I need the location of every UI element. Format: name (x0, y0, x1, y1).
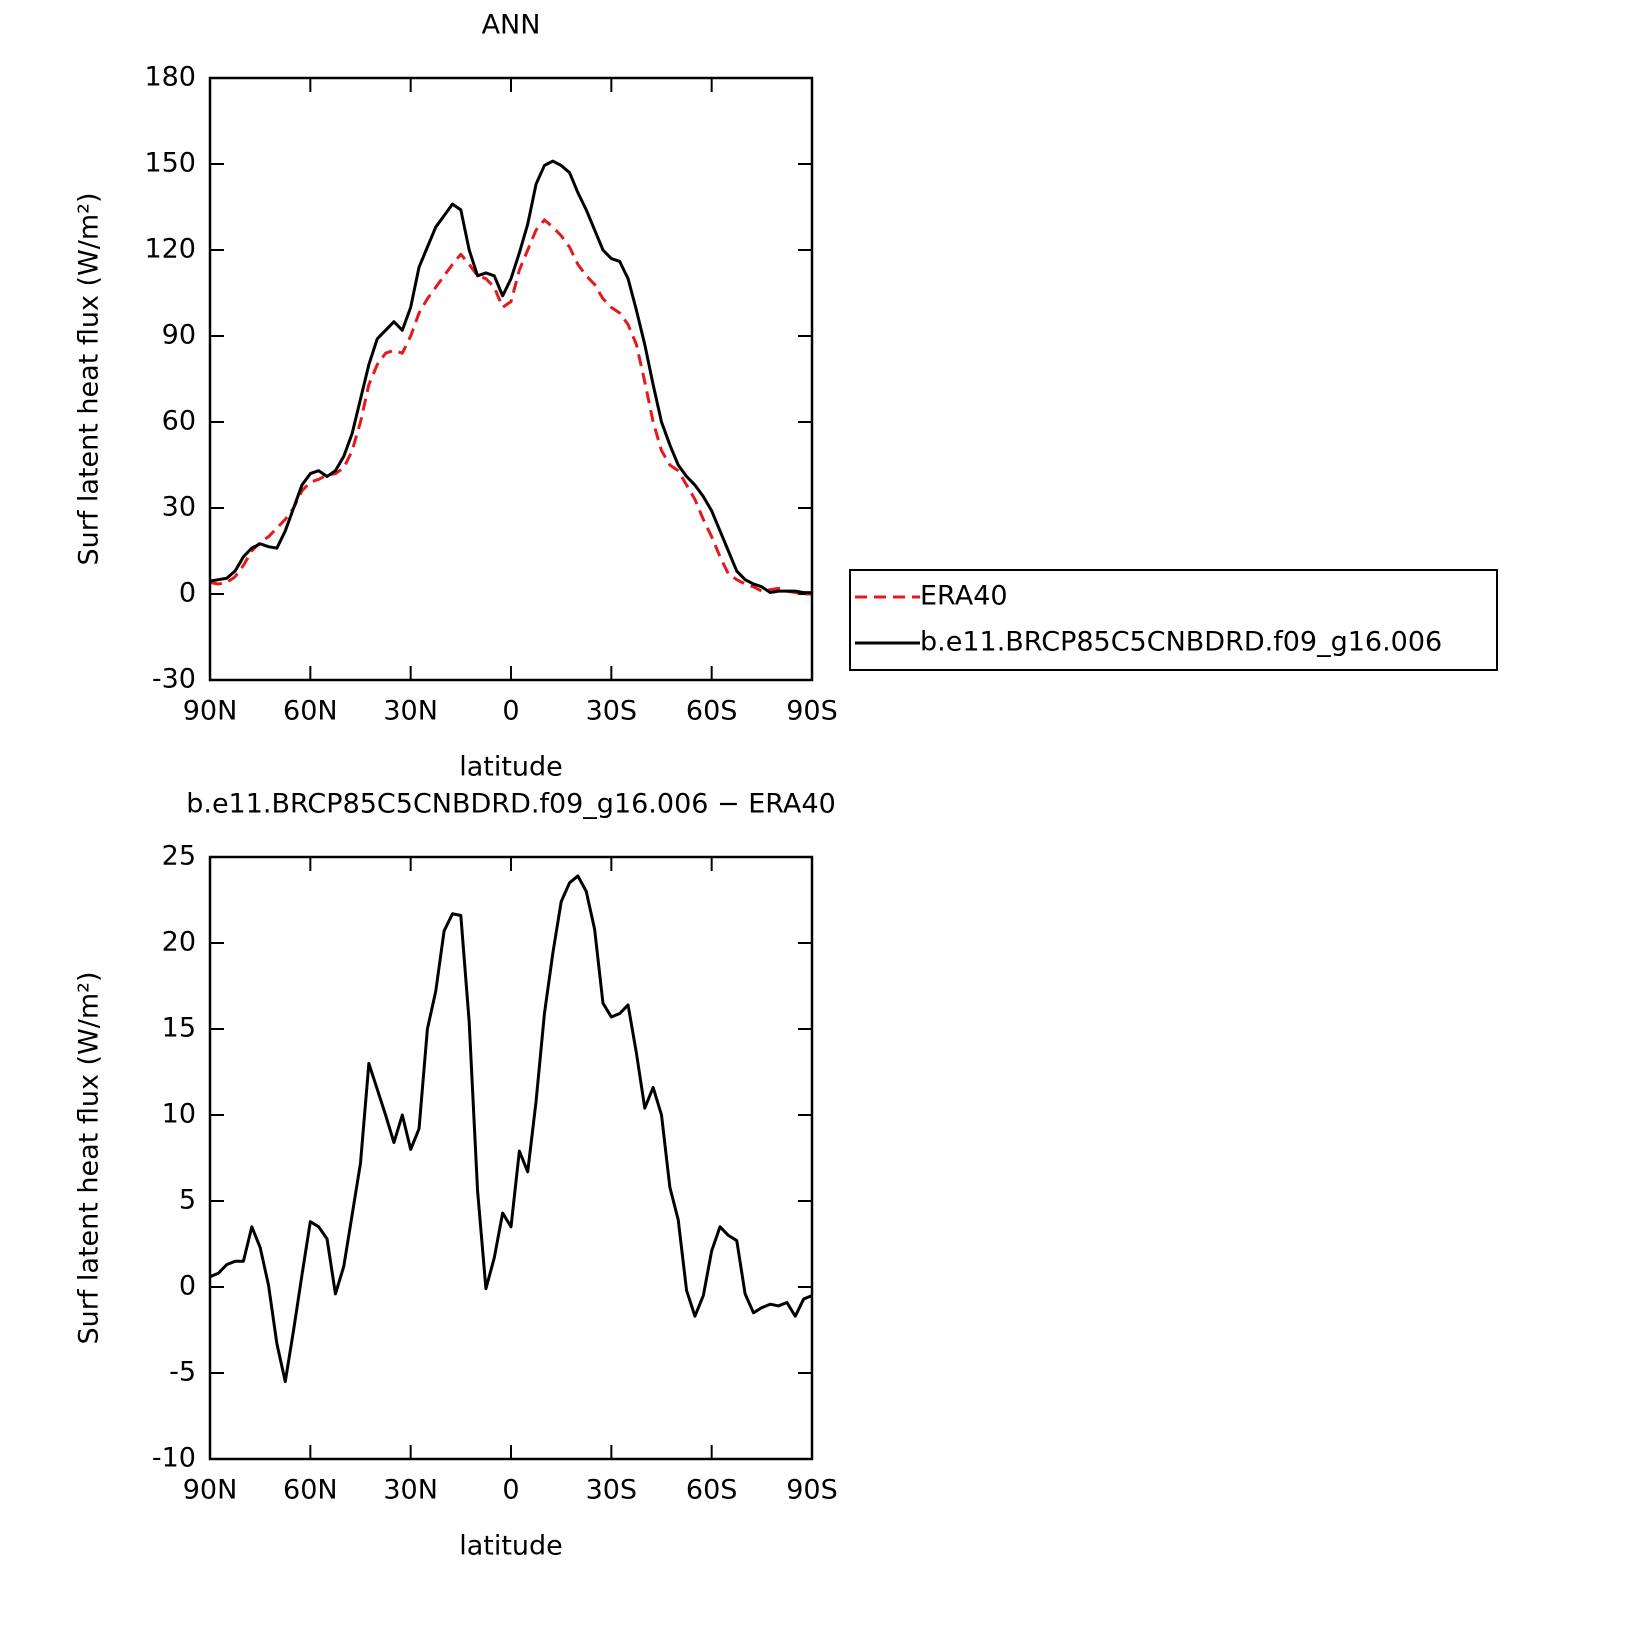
y-tick-label: 5 (179, 1185, 196, 1216)
plot-frame (208, 855, 814, 1461)
y-axis-label: Surf latent heat flux (W/m²) (74, 192, 105, 565)
y-tick-label: 90 (162, 320, 196, 351)
x-tick-label: 90S (786, 1475, 838, 1506)
y-tick-label: 120 (144, 234, 196, 265)
y-tick-label: 10 (162, 1099, 196, 1130)
x-tick-label: 60N (283, 1475, 338, 1506)
x-axis-label: latitude (459, 752, 563, 783)
x-tick-label: 90N (183, 1475, 238, 1506)
legend: ERA40 b.e11.BRCP85C5CNBDRD.f09_g16.006 (849, 569, 1498, 671)
x-tick-label: 60S (686, 1475, 738, 1506)
y-tick-label: 25 (162, 841, 196, 872)
y-tick-label: 15 (162, 1013, 196, 1044)
y-axis-label: Surf latent heat flux (W/m²) (74, 971, 105, 1344)
y-tick-label: 0 (179, 1271, 196, 1302)
plot-frame (208, 76, 814, 682)
x-tick-label: 30S (586, 696, 638, 727)
y-tick-label: -10 (152, 1443, 196, 1474)
chart-title: b.e11.BRCP85C5CNBDRD.f09_g16.006 − ERA40 (186, 789, 836, 820)
chart-title: ANN (482, 10, 541, 41)
y-tick-label: 20 (162, 927, 196, 958)
x-tick-label: 30N (383, 696, 438, 727)
x-axis-label: latitude (459, 1531, 563, 1562)
x-tick-label: 90N (183, 696, 238, 727)
data-line (209, 874, 813, 1384)
y-tick-label: 150 (144, 148, 196, 179)
y-tick-label: 60 (162, 406, 196, 437)
x-tick-label: 0 (502, 696, 519, 727)
legend-label: ERA40 (920, 581, 1008, 612)
data-line (209, 218, 812, 596)
x-tick-label: 60S (686, 696, 738, 727)
data-line (209, 159, 812, 595)
legend-box (849, 569, 1498, 671)
y-tick-label: 0 (179, 578, 196, 609)
y-tick-label: -5 (169, 1357, 196, 1388)
y-tick-label: 30 (162, 492, 196, 523)
x-tick-label: 0 (502, 1475, 519, 1506)
legend-label: b.e11.BRCP85C5CNBDRD.f09_g16.006 (920, 627, 1442, 658)
x-tick-label: 60N (283, 696, 338, 727)
x-tick-label: 30N (383, 1475, 438, 1506)
x-tick-label: 90S (786, 696, 838, 727)
x-tick-label: 30S (586, 1475, 638, 1506)
y-tick-label: -30 (152, 664, 196, 695)
y-tick-label: 180 (144, 62, 196, 93)
